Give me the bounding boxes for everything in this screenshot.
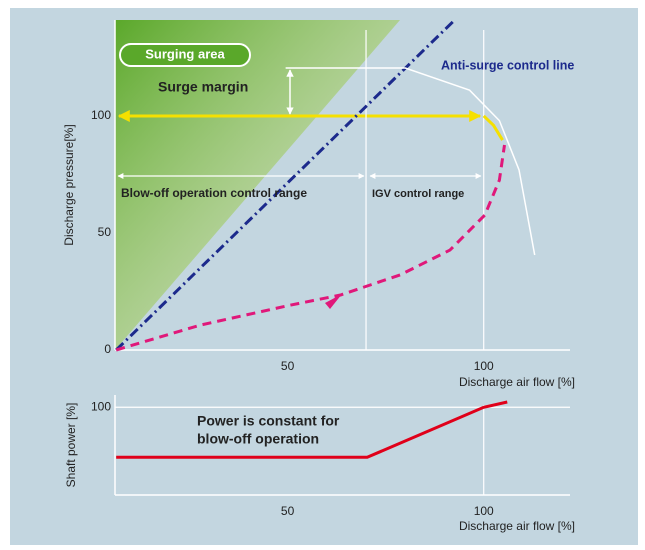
y-axis-label: Shaft power [%] xyxy=(64,403,78,488)
series-line xyxy=(285,67,536,256)
x-axis-label: Discharge air flow [%] xyxy=(459,519,575,533)
surging-area-badge xyxy=(119,43,251,67)
y-tick-label: 0 xyxy=(104,342,111,356)
x-tick-label: 100 xyxy=(474,359,494,373)
annotation: IGV control range xyxy=(372,188,464,200)
annotation: blow-off operation xyxy=(197,431,319,447)
x-axis-label: Discharge air flow [%] xyxy=(459,375,575,389)
annotation: Surge margin xyxy=(158,79,248,95)
y-tick-label: 100 xyxy=(91,399,111,413)
y-axis-label: Discharge pressure[%] xyxy=(62,124,76,245)
annotation: Surging area xyxy=(145,46,225,61)
annotation: Power is constant for xyxy=(197,413,340,429)
x-tick-label: 100 xyxy=(474,504,494,518)
series-label: Anti-surge control line xyxy=(441,58,574,72)
surging-area xyxy=(115,20,400,350)
y-tick-label: 100 xyxy=(91,108,111,122)
x-tick-label: 50 xyxy=(281,359,295,373)
annotation: Blow-off operation control range xyxy=(121,186,307,200)
series-line xyxy=(115,144,506,352)
series-line xyxy=(482,114,504,141)
flow-arrowhead xyxy=(325,294,342,309)
y-tick-label: 50 xyxy=(98,225,112,239)
series-line xyxy=(116,400,508,459)
x-tick-label: 50 xyxy=(281,504,295,518)
